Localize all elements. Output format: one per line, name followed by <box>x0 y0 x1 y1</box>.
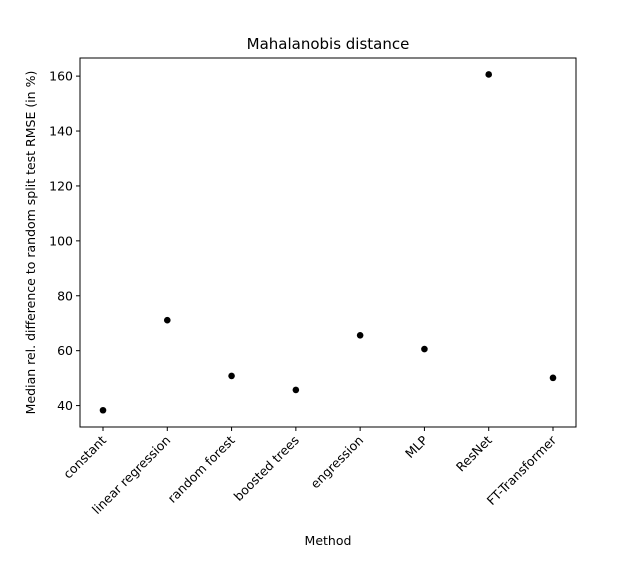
data-points <box>99 71 557 414</box>
y-tick-label: 140 <box>49 124 73 139</box>
x-axis-label: Method <box>305 533 352 548</box>
x-tick-label: random forest <box>165 432 238 505</box>
y-tick-label: 60 <box>57 343 73 358</box>
data-point <box>99 406 107 414</box>
x-tick-label: constant <box>60 432 109 481</box>
y-tick-label: 120 <box>49 178 73 193</box>
y-tick-label: 80 <box>57 288 73 303</box>
data-point <box>421 345 428 353</box>
y-tick-label: 40 <box>57 398 73 413</box>
y-tick-label: 160 <box>49 69 73 84</box>
data-point <box>292 386 300 394</box>
y-tick-label: 100 <box>49 233 73 248</box>
chart-title: Mahalanobis distance <box>247 35 410 53</box>
data-point <box>163 316 171 324</box>
x-tick-label: engression <box>307 433 366 492</box>
data-point <box>485 71 493 78</box>
data-point <box>549 374 557 382</box>
y-axis-label: Median rel. difference to random split t… <box>23 71 38 415</box>
x-tick-label: boosted trees <box>231 433 302 504</box>
x-tick-label: FT-Transformer <box>484 432 560 508</box>
x-tick-label: MLP <box>402 432 431 461</box>
y-axis: 40 60 80 100 120 140 160 <box>49 69 80 413</box>
plot-area-frame <box>79 57 577 428</box>
data-point <box>356 331 364 339</box>
x-tick-label: ResNet <box>453 432 495 474</box>
data-point <box>228 372 235 380</box>
